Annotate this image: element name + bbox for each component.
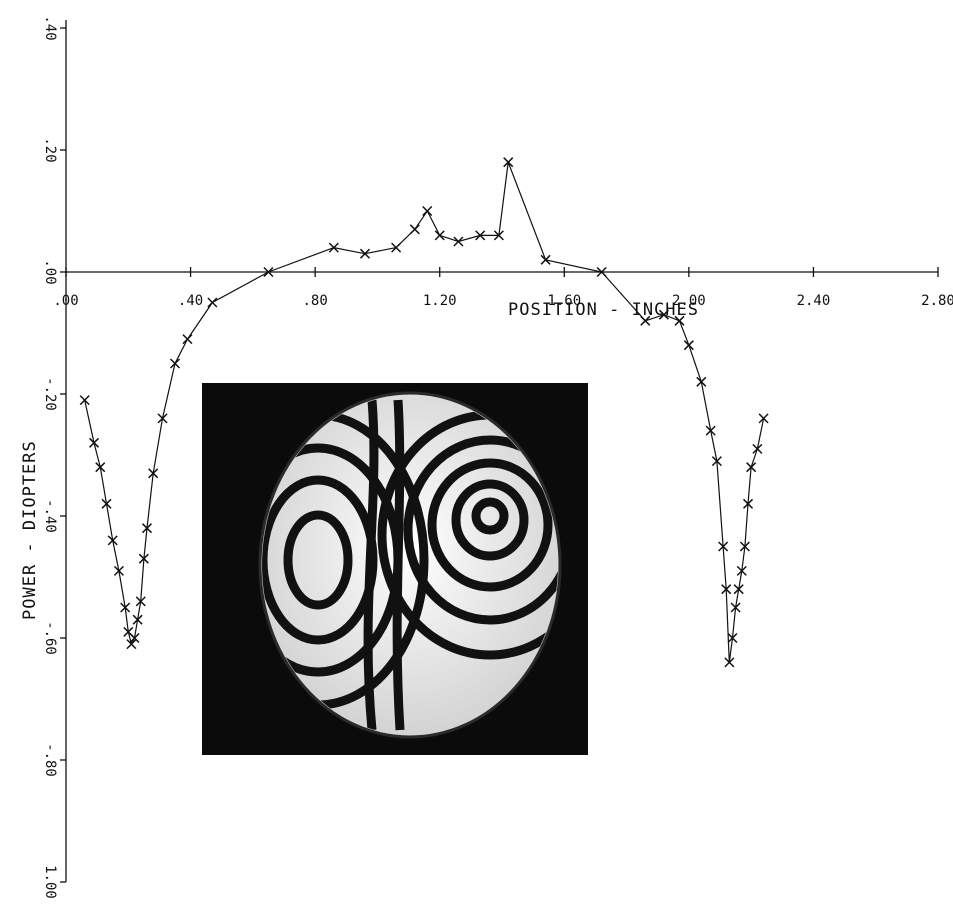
y-tick-label: -.40: [42, 499, 58, 533]
data-point: [640, 315, 651, 326]
x-tick-label: .80: [302, 293, 327, 309]
data-point: [120, 602, 131, 613]
y-axis-title: POWER - DIOPTERS: [20, 440, 40, 620]
data-point: [422, 205, 433, 217]
data-point: [169, 358, 181, 369]
data-point: [475, 230, 486, 241]
data-point: [596, 266, 607, 278]
data-point: [721, 584, 732, 595]
data-point: [132, 614, 143, 625]
data-point: [95, 462, 106, 473]
data-point: [724, 657, 735, 668]
y-tick-label: 1.00: [42, 865, 58, 899]
data-point: [718, 541, 729, 552]
x-tick-label: .40: [178, 293, 203, 309]
data-point: [453, 236, 464, 247]
x-tick-label: 2.40: [797, 293, 831, 309]
data-point: [711, 456, 722, 467]
data-point: [409, 224, 420, 235]
data-point: [88, 437, 100, 448]
data-point: [503, 157, 514, 168]
inset-interferogram-photo: [202, 383, 588, 755]
data-point: [758, 413, 769, 424]
x-tick-label: 1.20: [423, 293, 457, 309]
data-point: [683, 340, 694, 351]
data-point: [674, 315, 685, 326]
x-tick-label: 2.80: [921, 293, 953, 309]
y-tick-label: -.60: [42, 621, 58, 655]
data-markers: [79, 157, 769, 668]
y-tick-label: -.80: [42, 743, 58, 777]
data-point: [727, 632, 738, 644]
data-point: [730, 602, 741, 613]
data-point: [736, 565, 747, 576]
x-tick-label: 2.00: [672, 293, 706, 309]
data-point: [658, 309, 669, 320]
data-point: [696, 376, 707, 387]
data-point: [107, 535, 118, 546]
y-tick-label: .20: [42, 137, 58, 162]
y-tick-label: .40: [42, 15, 58, 40]
data-point: [391, 242, 402, 253]
data-point: [739, 541, 750, 552]
data-point: [705, 425, 716, 436]
data-point: [540, 254, 551, 265]
data-point: [79, 395, 90, 406]
data-point: [207, 297, 218, 308]
x-tick-label: .00: [53, 293, 78, 309]
data-point: [742, 498, 754, 509]
data-point: [733, 584, 744, 595]
ticks: .00 .40 .80 1.20 1.60 2.00 2.40 2.80 .40 .20 .00 -.…: [42, 15, 953, 899]
data-point: [434, 230, 445, 241]
data-point: [148, 468, 159, 479]
x-axis-title: POSITION - INCHES: [508, 300, 699, 320]
data-point: [493, 230, 504, 241]
x-tick-label: 1.60: [547, 293, 581, 309]
data-point: [113, 565, 124, 576]
data-point: [182, 334, 193, 345]
data-point: [138, 553, 149, 564]
y-tick-label: .00: [42, 259, 58, 284]
data-point: [126, 639, 137, 650]
data-point: [157, 413, 168, 424]
data-point: [263, 266, 274, 278]
data-point: [141, 523, 153, 534]
data-point: [746, 462, 757, 473]
data-point: [135, 596, 146, 607]
data-point: [129, 632, 140, 644]
data-point: [752, 443, 763, 454]
data-point: [359, 248, 371, 259]
axes: [65, 20, 938, 882]
data-point: [328, 242, 339, 253]
data-point: [101, 498, 112, 509]
y-tick-label: -.20: [42, 377, 58, 411]
